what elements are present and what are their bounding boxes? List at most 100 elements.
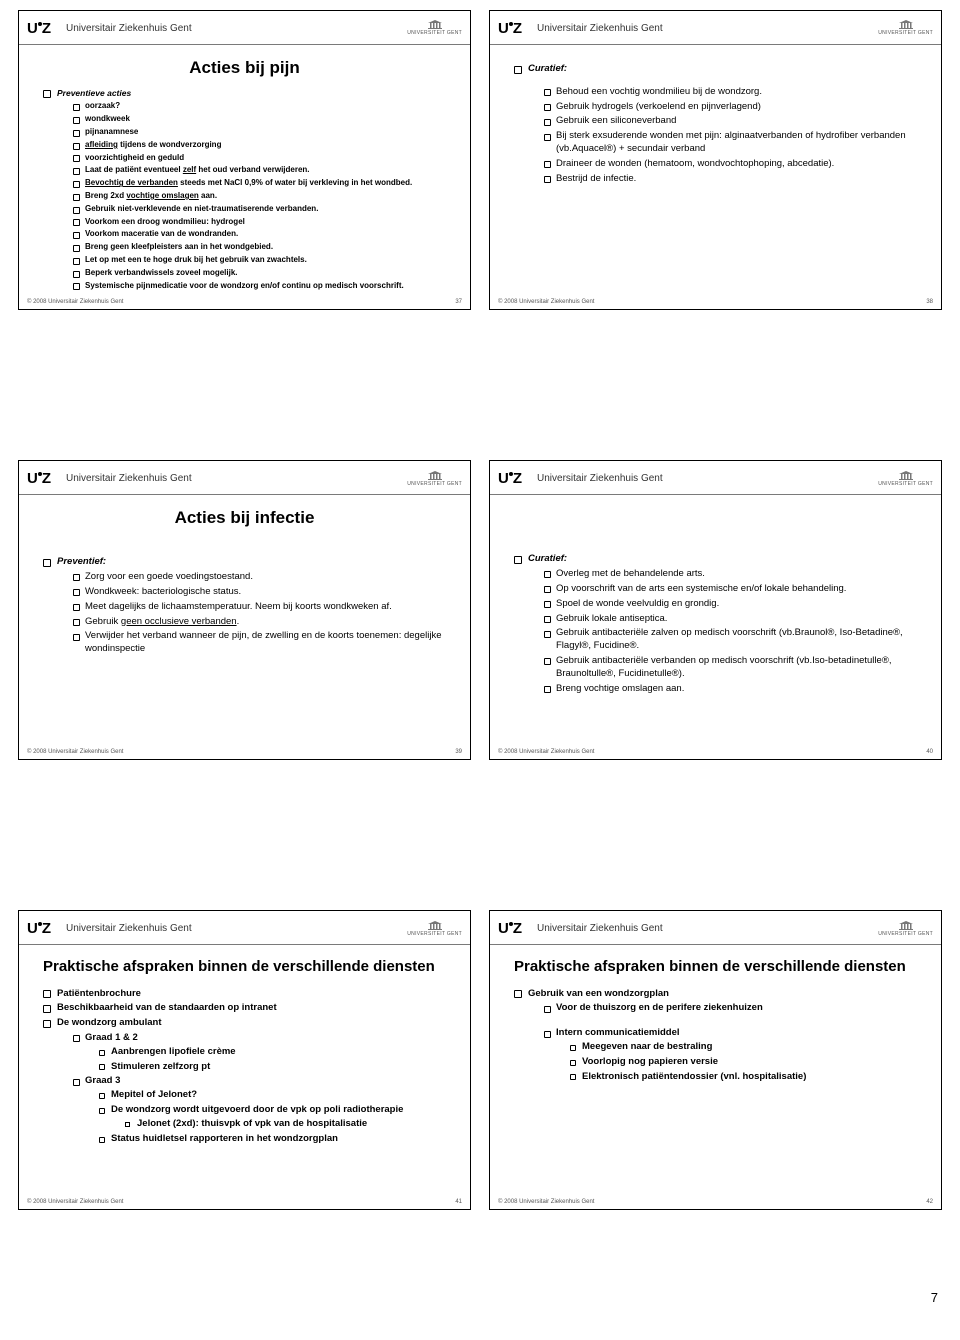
list-item: afleiding tijdens de wondverzorging (73, 140, 446, 151)
slide-footer: © 2008 Universitair Ziekenhuis Gent 41 (19, 1197, 470, 1209)
list-item: De wondzorg wordt uitgevoerd door de vpk… (99, 1104, 446, 1131)
list-item: Systemische pijnmedicatie voor de wondzo… (73, 281, 446, 292)
uz-logo: UZ (27, 470, 50, 487)
list-item: Meet dagelijks de lichaamstemperatuur. N… (73, 601, 446, 614)
slide-number: 40 (926, 749, 933, 755)
list-item: Stimuleren zelfzorg pt (99, 1061, 446, 1074)
slide-footer: © 2008 Universitair Ziekenhuis Gent 42 (490, 1197, 941, 1209)
list-item: Gebruik niet-verklevende en niet-traumat… (73, 204, 446, 215)
slide-number: 38 (926, 299, 933, 305)
list-item: Let op met een te hoge druk bij het gebr… (73, 255, 446, 266)
list-item: Meegeven naar de bestraling (570, 1041, 917, 1054)
institution-name: Universitair Ziekenhuis Gent (537, 923, 663, 934)
slide-footer: © 2008 Universitair Ziekenhuis Gent 40 (490, 747, 941, 759)
list-item: Elektronisch patiëntendossier (vnl. hosp… (570, 1071, 917, 1084)
list-item: Gebruik geen occlusieve verbanden. (73, 616, 446, 629)
uz-logo: UZ (498, 920, 521, 937)
list-item: Behoud een vochtig wondmilieu bij de won… (544, 86, 917, 99)
logo-right: UNIVERSITEIT GENT (878, 921, 933, 938)
list-item: Beschikbaarheid van de standaarden op in… (43, 1002, 446, 1015)
list-item: Beperk verbandwissels zoveel mogelijk. (73, 268, 446, 279)
list-item: Wondkweek: bacteriologische status. (73, 586, 446, 599)
list-item: pijnanamnese (73, 127, 446, 138)
logo-right: UNIVERSITEIT GENT (878, 471, 933, 488)
list-item: De wondzorg ambulantGraad 1 & 2Aanbrenge… (43, 1017, 446, 1145)
slide-header: UZ Universitair Ziekenhuis Gent UNIVERSITE… (19, 461, 470, 495)
slide-42: UZ Universitair Ziekenhuis Gent UNIVERSITE… (489, 910, 942, 1210)
slide-footer: © 2008 Universitair Ziekenhuis Gent 38 (490, 297, 941, 309)
institution-name: Universitair Ziekenhuis Gent (537, 473, 663, 484)
slide-footer: © 2008 Universitair Ziekenhuis Gent 39 (19, 747, 470, 759)
list-item: Jelonet (2xd): thuisvpk of vpk van de ho… (125, 1118, 446, 1131)
slide-header: UZUniversitair Ziekenhuis GentUNIVERSITE… (490, 11, 941, 45)
slide-number: 41 (455, 1199, 462, 1205)
list-item: Intern communicatiemiddelMeegeven naar d… (544, 1027, 917, 1083)
list-item: Status huidletsel rapporteren in het won… (99, 1133, 446, 1146)
section-heading: Preventief:Zorg voor een goede voedingst… (43, 556, 446, 656)
list-item: Bij sterk exsuderende wonden met pijn: a… (544, 130, 917, 156)
slide-number: 42 (926, 1199, 933, 1205)
uz-logo: UZ (27, 920, 50, 937)
slide-footer: © 2008 Universitair Ziekenhuis Gent 37 (19, 297, 470, 309)
copyright: © 2008 Universitair Ziekenhuis Gent (498, 749, 594, 755)
list-item: oorzaak? (73, 101, 446, 112)
uz-logo: UZ (498, 20, 521, 37)
slide-header: UZ Universitair Ziekenhuis Gent UNIVERSITE… (19, 911, 470, 945)
list-item: Bevochtig de verbanden steeds met NaCl 0… (73, 178, 446, 189)
slide-37: UZUniversitair Ziekenhuis GentUNIVERSITE… (18, 10, 471, 310)
section-heading: Curatief:Overleg met de behandelende art… (514, 553, 917, 695)
list-item: Bestrijd de infectie. (544, 173, 917, 186)
logo-right: UNIVERSITEIT GENT (407, 471, 462, 488)
copyright: © 2008 Universitair Ziekenhuis Gent (498, 299, 594, 305)
slide-40: UZ Universitair Ziekenhuis Gent UNIVERSITE… (489, 460, 942, 760)
slide-header: UZ Universitair Ziekenhuis Gent UNIVERSITE… (490, 461, 941, 495)
list-item: Patiëntenbrochure (43, 988, 446, 1001)
list-item: Gebruik van een wondzorgplanVoor de thui… (514, 988, 917, 1084)
slide-39: UZ Universitair Ziekenhuis Gent UNIVERSITE… (18, 460, 471, 760)
slide-header: UZUniversitair Ziekenhuis GentUNIVERSITE… (19, 11, 470, 45)
list-item: Gebruik antibacteriële verbanden op medi… (544, 655, 917, 681)
slide-title: Praktische afspraken binnen de verschill… (43, 957, 446, 977)
list-item: Gebruik lokale antiseptica. (544, 613, 917, 626)
copyright: © 2008 Universitair Ziekenhuis Gent (498, 1199, 594, 1205)
slide-title: Praktische afspraken binnen de verschill… (514, 957, 917, 977)
logo-right: UNIVERSITEIT GENT (407, 921, 462, 938)
slide-41: UZ Universitair Ziekenhuis Gent UNIVERSITE… (18, 910, 471, 1210)
list-item: Gebruik een siliconeverband (544, 115, 917, 128)
list-item: Laat de patiënt eventueel zelf het oud v… (73, 165, 446, 176)
slide-title: Acties bij pijn (43, 57, 446, 80)
list-item: Graad 1 & 2Aanbrengen lipofiele crèmeSti… (73, 1032, 446, 1073)
uz-logo: UZ (27, 20, 50, 37)
uz-logo: UZ (498, 470, 521, 487)
list-item: Graad 3Mepitel of Jelonet?De wondzorg wo… (73, 1075, 446, 1145)
list-item: Spoel de wonde veelvuldig en grondig. (544, 598, 917, 611)
institution-name: Universitair Ziekenhuis Gent (66, 473, 192, 484)
section-heading: Curatief:Behoud een vochtig wondmilieu b… (514, 63, 917, 186)
list-item: voorzichtigheid en geduld (73, 153, 446, 164)
slide-number: 37 (455, 299, 462, 305)
copyright: © 2008 Universitair Ziekenhuis Gent (27, 1199, 123, 1205)
list-item: Op voorschrift van de arts een systemisc… (544, 583, 917, 596)
list-item: Gebruik hydrogels (verkoelend en pijnver… (544, 101, 917, 114)
list-item: Draineer de wonden (hematoom, wondvochto… (544, 158, 917, 171)
copyright: © 2008 Universitair Ziekenhuis Gent (27, 299, 123, 305)
slide-38: UZUniversitair Ziekenhuis GentUNIVERSITE… (489, 10, 942, 310)
list-item: wondkweek (73, 114, 446, 125)
slide-title: Acties bij infectie (43, 507, 446, 530)
institution-name: Universitair Ziekenhuis Gent (66, 923, 192, 934)
list-item: Breng vochtige omslagen aan. (544, 683, 917, 696)
list-item: Breng 2xd vochtige omslagen aan. (73, 191, 446, 202)
list-item: Gebruik antibacteriële zalven op medisch… (544, 627, 917, 653)
list-item: Mepitel of Jelonet? (99, 1089, 446, 1102)
list-item: Aanbrengen lipofiele crème (99, 1046, 446, 1059)
list-item: Voorkom maceratie van de wondranden. (73, 229, 446, 240)
list-item: Verwijder het verband wanneer de pijn, d… (73, 630, 446, 656)
slide-number: 39 (455, 749, 462, 755)
institution-name: Universitair Ziekenhuis Gent (66, 23, 192, 34)
copyright: © 2008 Universitair Ziekenhuis Gent (27, 749, 123, 755)
section-heading: Preventieve actiesoorzaak?wondkweekpijna… (43, 88, 446, 291)
page-number: 7 (18, 1290, 942, 1305)
list-item: Voorlopig nog papieren versie (570, 1056, 917, 1069)
list-item: Voorkom een droog wondmilieu: hydrogel (73, 217, 446, 228)
list-item: Overleg met de behandelende arts. (544, 568, 917, 581)
